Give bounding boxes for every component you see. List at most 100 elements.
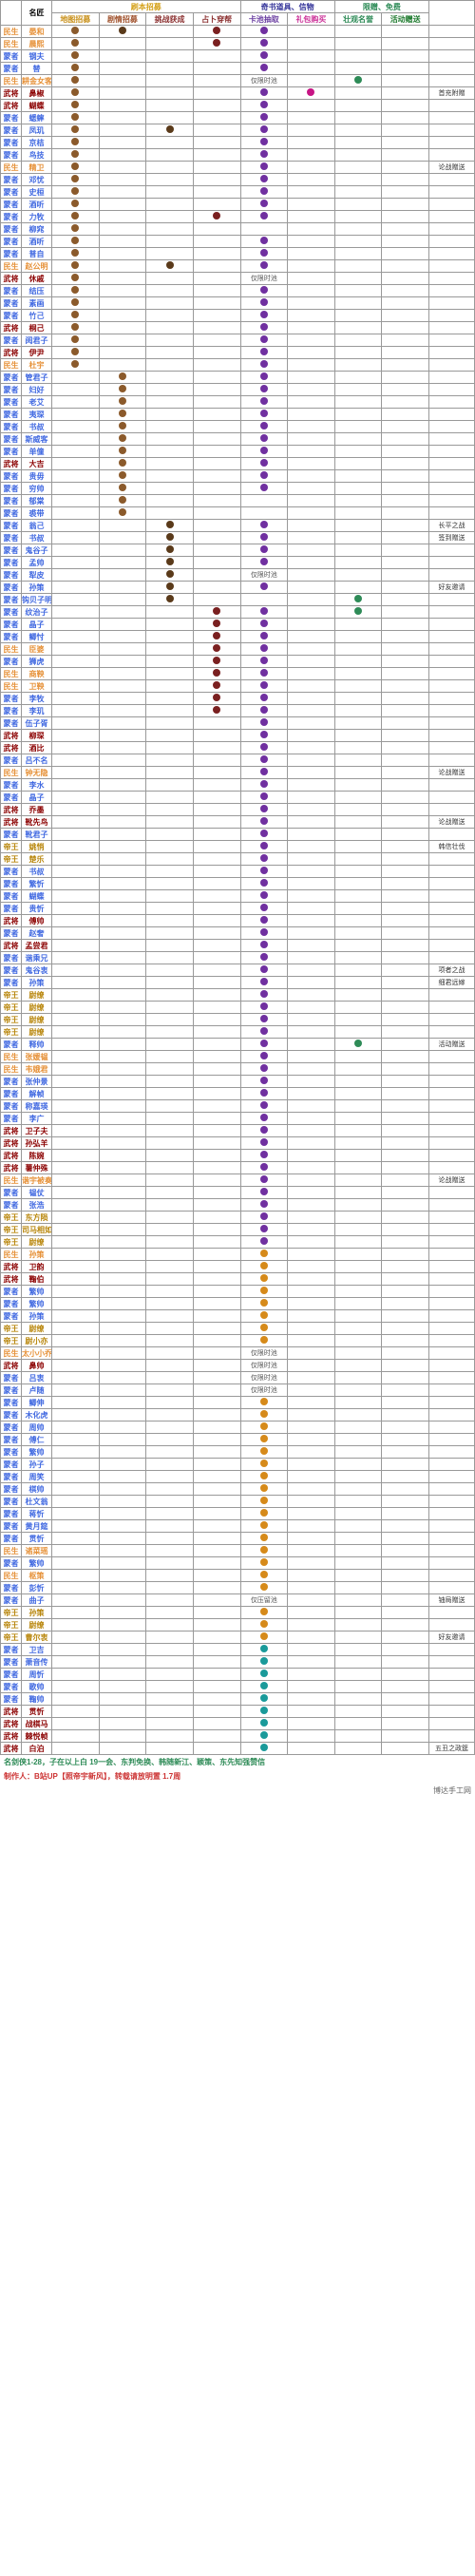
dot-icon xyxy=(260,1620,268,1628)
dot-cell xyxy=(146,260,194,273)
dot-icon xyxy=(260,1398,268,1405)
heroes-table: 名匠 刷本招募 奇书道具、信物 限赠、免费 地图招募剧情招募挑战获成占卜穿帮卡池… xyxy=(0,0,475,1755)
dot-cell xyxy=(146,1014,194,1026)
dot-cell xyxy=(193,767,240,779)
dot-cell xyxy=(99,693,146,705)
dot-cell xyxy=(240,952,288,964)
dot-cell xyxy=(52,199,100,211)
dot-cell xyxy=(146,1323,194,1335)
dot-cell xyxy=(334,569,382,582)
dot-cell xyxy=(99,1582,146,1594)
cat-cell: 蒙者 xyxy=(1,1471,22,1483)
note-cell xyxy=(429,742,475,754)
dot-cell xyxy=(146,63,194,75)
name-cell: 钟无隐 xyxy=(22,767,52,779)
dot-cell xyxy=(240,1644,288,1656)
dot-cell xyxy=(193,162,240,174)
note-cell: 项者之战 xyxy=(429,964,475,977)
dot-cell xyxy=(382,124,429,137)
dot-cell xyxy=(99,1150,146,1162)
dot-cell xyxy=(334,730,382,742)
dot-cell xyxy=(146,162,194,174)
dot-cell xyxy=(240,1631,288,1644)
dot-cell xyxy=(288,1718,335,1730)
table-row: 蒙者木化虎 xyxy=(1,1409,475,1422)
dot-cell xyxy=(240,396,288,409)
dot-cell xyxy=(193,940,240,952)
dot-cell xyxy=(99,1533,146,1545)
dot-cell xyxy=(146,730,194,742)
dot-cell xyxy=(193,866,240,878)
note-cell: 论战赠送 xyxy=(429,162,475,174)
name-cell: 京桔 xyxy=(22,137,52,149)
dot-cell xyxy=(240,1137,288,1150)
dot-cell xyxy=(240,507,288,520)
name-cell: 管君子 xyxy=(22,372,52,384)
dot-cell xyxy=(99,372,146,384)
dot-cell xyxy=(288,495,335,507)
cat-cell: 蒙者 xyxy=(1,1459,22,1471)
dot-cell xyxy=(52,1347,100,1360)
dot-cell xyxy=(52,26,100,38)
dot-cell xyxy=(288,384,335,396)
dot-cell xyxy=(99,1545,146,1557)
dot-cell xyxy=(99,322,146,334)
dot-cell xyxy=(146,199,194,211)
dot-cell xyxy=(193,1137,240,1150)
name-cell: 耕金女客 xyxy=(22,75,52,87)
dot-cell xyxy=(382,1224,429,1236)
table-row: 帝王尉缭 xyxy=(1,989,475,1002)
dot-cell xyxy=(193,1631,240,1644)
table-row: 帝王姚悄韩信壮伐 xyxy=(1,841,475,853)
dot-cell xyxy=(334,433,382,446)
dot-cell xyxy=(382,1743,429,1755)
name-cell: 李水 xyxy=(22,779,52,792)
note-cell xyxy=(429,38,475,50)
dot-icon xyxy=(213,212,220,219)
dot-cell xyxy=(146,310,194,322)
dot-icon xyxy=(260,1509,268,1517)
dot-cell xyxy=(382,26,429,38)
dot-cell xyxy=(146,557,194,569)
name-cell: 傅仁 xyxy=(22,1434,52,1446)
dot-cell xyxy=(382,730,429,742)
dot-cell xyxy=(382,1014,429,1026)
dot-icon xyxy=(260,1262,268,1269)
note-cell xyxy=(429,63,475,75)
dot-cell xyxy=(288,1570,335,1582)
dot-cell xyxy=(382,1483,429,1496)
dot-cell xyxy=(99,927,146,940)
dot-cell: 仅限时池 xyxy=(240,1372,288,1384)
dot-cell xyxy=(52,1656,100,1669)
dot-cell xyxy=(382,396,429,409)
dot-cell xyxy=(288,1384,335,1397)
dot-icon xyxy=(119,508,126,516)
dot-cell xyxy=(382,1063,429,1076)
dot-icon xyxy=(260,410,268,417)
table-row: 武将鼻椒首充附赠 xyxy=(1,87,475,100)
note-cell xyxy=(429,137,475,149)
table-row: 蒙者卫吉 xyxy=(1,1644,475,1656)
table-row: 武将休戚仅限时池 xyxy=(1,273,475,285)
dot-cell xyxy=(99,199,146,211)
table-row: 蒙者繁帅 xyxy=(1,1298,475,1310)
dot-cell xyxy=(288,458,335,470)
dot-cell xyxy=(193,1150,240,1162)
dot-cell xyxy=(52,1310,100,1323)
dot-icon xyxy=(260,582,268,590)
dot-cell xyxy=(52,631,100,643)
dot-cell xyxy=(99,532,146,544)
dot-cell xyxy=(193,1557,240,1570)
dot-cell xyxy=(288,693,335,705)
dot-cell xyxy=(52,717,100,730)
dot-cell xyxy=(382,804,429,816)
name-cell: 尉缭 xyxy=(22,989,52,1002)
dot-cell xyxy=(193,717,240,730)
cat-cell: 蒙者 xyxy=(1,693,22,705)
table-row: 蒙者单僮 xyxy=(1,446,475,458)
name-cell: 凤玑 xyxy=(22,124,52,137)
dot-cell xyxy=(146,1496,194,1508)
dot-cell xyxy=(334,372,382,384)
dot-cell xyxy=(334,112,382,124)
dot-cell xyxy=(193,1471,240,1483)
